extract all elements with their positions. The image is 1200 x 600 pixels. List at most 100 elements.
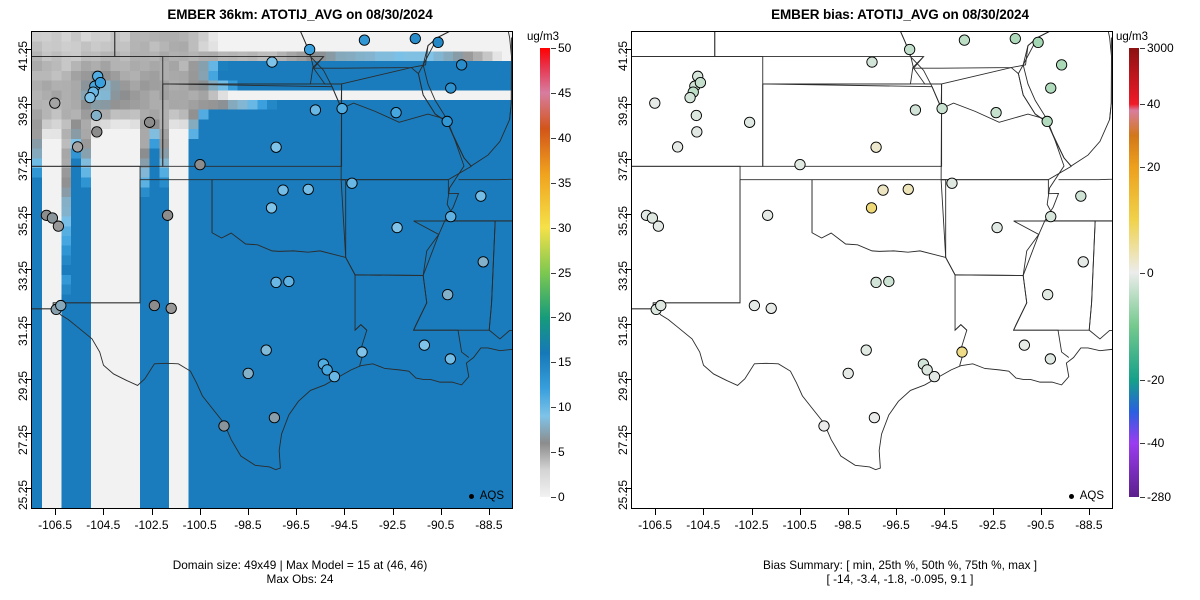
observation-marker[interactable]: [990, 107, 1002, 119]
observation-marker[interactable]: [445, 210, 457, 223]
observation-marker[interactable]: [765, 302, 777, 314]
observation-marker[interactable]: [475, 190, 487, 202]
observation-marker[interactable]: [1075, 190, 1087, 202]
observation-marker[interactable]: [860, 344, 872, 356]
observation-marker[interactable]: [218, 420, 230, 432]
observation-marker[interactable]: [165, 302, 177, 314]
observation-marker[interactable]: [671, 141, 684, 153]
observation-marker[interactable]: [94, 76, 107, 89]
observation-marker[interactable]: [162, 209, 174, 221]
observation-marker[interactable]: [1044, 353, 1056, 365]
observation-marker[interactable]: [956, 346, 968, 358]
observation-marker[interactable]: [904, 43, 916, 56]
observation-marker[interactable]: [444, 353, 456, 365]
observation-marker[interactable]: [390, 107, 402, 119]
observation-marker[interactable]: [870, 141, 882, 153]
observation-marker[interactable]: [432, 36, 444, 48]
observation-marker[interactable]: [743, 116, 756, 128]
observation-marker[interactable]: [1045, 82, 1057, 94]
observation-marker[interactable]: [321, 364, 333, 376]
observation-marker[interactable]: [1045, 210, 1057, 223]
observation-marker[interactable]: [690, 109, 702, 122]
x-tick: [296, 509, 298, 515]
observation-marker[interactable]: [52, 220, 65, 232]
observation-marker[interactable]: [842, 367, 854, 379]
observation-marker[interactable]: [409, 32, 421, 45]
observation-marker[interactable]: [445, 82, 457, 94]
observation-marker[interactable]: [694, 76, 707, 89]
observation-marker[interactable]: [877, 184, 889, 196]
observation-marker[interactable]: [55, 299, 67, 312]
observation-marker[interactable]: [1009, 32, 1021, 45]
observation-marker[interactable]: [649, 97, 661, 109]
observation-marker[interactable]: [902, 183, 914, 195]
observation-marker[interactable]: [1042, 288, 1054, 301]
observation-marker[interactable]: [958, 34, 971, 46]
observation-marker[interactable]: [242, 367, 254, 379]
observation-markers[interactable]: [640, 32, 1089, 432]
observation-marker[interactable]: [1032, 36, 1044, 48]
observation-marker[interactable]: [270, 276, 282, 288]
observation-marker[interactable]: [309, 104, 322, 116]
observation-marker[interactable]: [328, 371, 341, 383]
observation-marker[interactable]: [936, 102, 948, 115]
model-map-plot[interactable]: AQS: [31, 31, 513, 509]
observation-marker[interactable]: [304, 43, 316, 56]
observation-marker[interactable]: [260, 344, 272, 356]
observation-marker[interactable]: [991, 221, 1003, 234]
observation-marker[interactable]: [909, 104, 922, 116]
observation-marker[interactable]: [1077, 256, 1089, 268]
observation-marker[interactable]: [46, 212, 59, 224]
observation-marker[interactable]: [84, 91, 96, 104]
observation-marker[interactable]: [748, 299, 761, 312]
observation-marker[interactable]: [336, 102, 348, 115]
observation-marker[interactable]: [928, 371, 941, 383]
observation-marker[interactable]: [946, 177, 958, 189]
x-tick: [1040, 509, 1042, 515]
observation-marker[interactable]: [646, 212, 659, 224]
observation-marker[interactable]: [883, 275, 895, 288]
observation-marker[interactable]: [455, 59, 468, 71]
observation-marker[interactable]: [266, 56, 278, 68]
observation-marker[interactable]: [277, 184, 289, 196]
observation-marker[interactable]: [691, 126, 703, 138]
observation-marker[interactable]: [866, 56, 878, 68]
observation-marker[interactable]: [358, 34, 371, 46]
observation-marker[interactable]: [477, 256, 489, 268]
observation-marker[interactable]: [356, 346, 368, 358]
observation-marker[interactable]: [194, 159, 206, 171]
observation-marker[interactable]: [143, 116, 156, 128]
x-tick: [392, 509, 394, 515]
observation-marker[interactable]: [655, 299, 667, 312]
observation-marker[interactable]: [1018, 339, 1030, 351]
observation-marker[interactable]: [148, 299, 161, 312]
observation-marker[interactable]: [302, 183, 314, 195]
observation-marker[interactable]: [865, 202, 878, 214]
observation-marker[interactable]: [818, 420, 830, 432]
observation-marker[interactable]: [868, 412, 881, 424]
bias-map-plot[interactable]: AQS: [631, 31, 1113, 509]
observation-marker[interactable]: [346, 177, 358, 189]
observation-marker[interactable]: [1041, 115, 1053, 128]
observation-marker[interactable]: [91, 126, 103, 138]
observation-marker[interactable]: [71, 141, 84, 153]
observation-marker[interactable]: [268, 412, 281, 424]
observation-marker[interactable]: [418, 339, 430, 351]
observation-marker[interactable]: [49, 97, 61, 109]
observation-markers[interactable]: [40, 32, 489, 432]
observation-marker[interactable]: [1055, 59, 1068, 71]
observation-marker[interactable]: [794, 159, 806, 171]
observation-marker[interactable]: [762, 209, 774, 221]
observation-marker[interactable]: [265, 202, 278, 214]
observation-marker[interactable]: [442, 288, 454, 301]
observation-marker[interactable]: [652, 220, 665, 232]
observation-marker[interactable]: [684, 91, 696, 104]
observation-marker[interactable]: [441, 115, 453, 128]
observation-marker[interactable]: [90, 109, 102, 122]
observation-marker[interactable]: [283, 275, 295, 288]
observation-marker[interactable]: [270, 141, 282, 153]
observation-marker[interactable]: [921, 364, 933, 376]
observation-marker[interactable]: [870, 276, 882, 288]
observation-marker[interactable]: [391, 221, 403, 234]
